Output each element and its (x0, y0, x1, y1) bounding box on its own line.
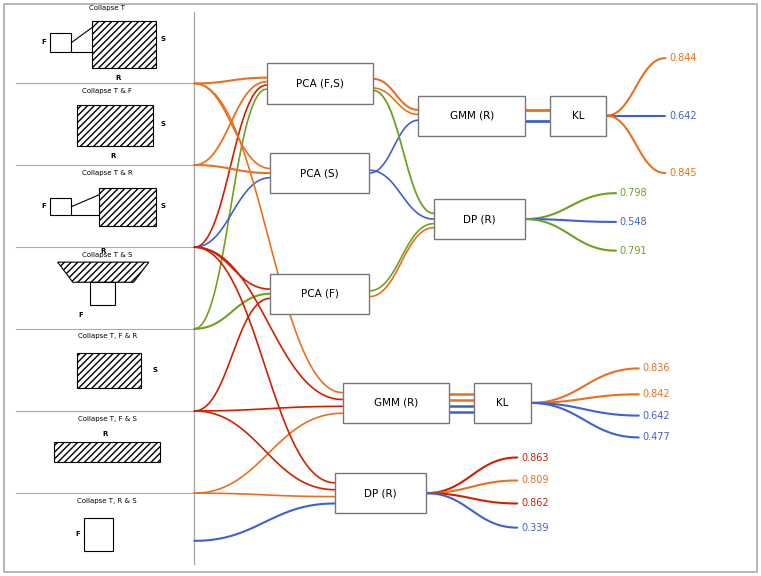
Text: S: S (161, 36, 165, 42)
Text: GMM (R): GMM (R) (450, 111, 494, 120)
Bar (77, 105, 153, 146)
Text: Collapse T: Collapse T (89, 5, 126, 12)
Text: Collapse T, F & S: Collapse T, F & S (78, 415, 137, 422)
Bar (50, 33, 72, 52)
Text: 0.791: 0.791 (619, 245, 648, 256)
FancyBboxPatch shape (335, 473, 426, 513)
Text: PCA (F,S): PCA (F,S) (296, 78, 344, 89)
Text: S: S (161, 203, 165, 209)
FancyBboxPatch shape (434, 199, 525, 239)
Text: R: R (103, 431, 108, 437)
Text: 0.842: 0.842 (642, 389, 670, 399)
FancyBboxPatch shape (5, 3, 756, 573)
Polygon shape (58, 262, 149, 282)
Text: 0.339: 0.339 (521, 522, 549, 533)
FancyBboxPatch shape (419, 96, 525, 136)
Text: 0.845: 0.845 (669, 168, 697, 178)
Text: 0.642: 0.642 (642, 411, 670, 420)
Text: PCA (S): PCA (S) (301, 168, 339, 178)
Text: GMM (R): GMM (R) (374, 398, 418, 408)
Bar (77, 353, 142, 388)
Bar (100, 188, 157, 226)
Text: 0.836: 0.836 (642, 363, 670, 373)
Bar (91, 282, 115, 305)
Text: F: F (42, 203, 46, 209)
FancyBboxPatch shape (266, 63, 373, 104)
Text: F: F (78, 312, 83, 318)
Text: DP (R): DP (R) (365, 488, 396, 498)
Text: F: F (42, 39, 46, 45)
Text: Collapse T & R: Collapse T & R (82, 169, 132, 176)
Text: Collapse T & F: Collapse T & F (82, 88, 132, 94)
Text: S: S (161, 121, 165, 127)
Bar (92, 21, 157, 68)
Text: R: R (100, 248, 106, 253)
Text: R: R (116, 75, 121, 81)
Text: KL: KL (572, 111, 584, 120)
Text: 0.798: 0.798 (619, 188, 648, 198)
Text: DP (R): DP (R) (463, 214, 495, 224)
FancyBboxPatch shape (342, 383, 449, 423)
Text: KL: KL (495, 398, 508, 408)
Text: S: S (153, 367, 158, 373)
Text: Collapse T, F & R: Collapse T, F & R (78, 334, 137, 339)
FancyBboxPatch shape (270, 274, 369, 314)
Text: 0.844: 0.844 (669, 53, 696, 63)
Bar (54, 442, 161, 463)
Bar (50, 198, 72, 215)
Text: 0.642: 0.642 (669, 111, 697, 120)
Text: 0.477: 0.477 (642, 433, 670, 442)
Text: R: R (110, 153, 116, 159)
Text: PCA (F): PCA (F) (301, 289, 339, 299)
Text: F: F (75, 531, 80, 537)
Text: Collapse T, R & S: Collapse T, R & S (78, 498, 137, 504)
Text: 0.809: 0.809 (521, 476, 549, 486)
Text: 0.862: 0.862 (521, 498, 549, 509)
Bar (84, 518, 113, 551)
FancyBboxPatch shape (270, 153, 369, 193)
Text: 0.863: 0.863 (521, 453, 549, 463)
Text: Collapse T & S: Collapse T & S (82, 252, 132, 258)
FancyBboxPatch shape (549, 96, 607, 136)
Text: 0.548: 0.548 (619, 217, 648, 227)
FancyBboxPatch shape (473, 383, 530, 423)
